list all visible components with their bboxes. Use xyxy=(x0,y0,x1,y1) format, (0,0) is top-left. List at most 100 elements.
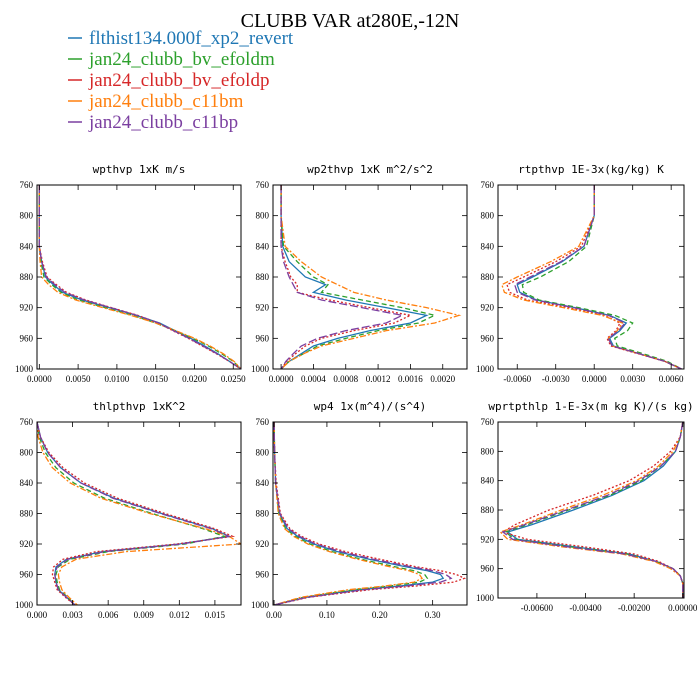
chart-panel: wp2thvp 1xK m^2/s^2 760 800 840 880 920 960 100… xyxy=(251,163,468,384)
y-tick-label: 840 xyxy=(256,478,270,488)
y-tick-label: 880 xyxy=(256,509,270,519)
legend-entry: jan24_clubb_bv_efoldm xyxy=(88,49,275,70)
series-line xyxy=(503,422,684,598)
x-tick-label: -0.0030 xyxy=(542,374,570,384)
y-tick-label: 840 xyxy=(20,241,34,251)
y-tick-label: 800 xyxy=(481,446,495,456)
x-tick-label: 0.0050 xyxy=(66,374,91,384)
panel-title: thlpthvp 1xK^2 xyxy=(93,400,186,413)
y-tick-label: 920 xyxy=(256,303,270,313)
y-tick-label: 920 xyxy=(481,534,495,544)
y-tick-label: 840 xyxy=(256,241,270,251)
y-tick-label: 960 xyxy=(256,570,270,580)
y-tick-label: 1000 xyxy=(15,600,34,610)
series-line xyxy=(38,185,241,369)
series-line xyxy=(273,422,445,605)
x-tick-label: 0.0008 xyxy=(333,374,358,384)
x-tick-label: 0.00 xyxy=(266,610,282,620)
x-tick-label: 0.0200 xyxy=(182,374,207,384)
series-line xyxy=(273,422,467,605)
x-tick-label: 0.009 xyxy=(134,610,155,620)
y-tick-label: 880 xyxy=(20,509,34,519)
y-tick-label: 760 xyxy=(20,417,34,427)
x-tick-label: 0.0020 xyxy=(430,374,455,384)
y-tick-label: 800 xyxy=(20,448,34,458)
y-tick-label: 800 xyxy=(481,211,495,221)
y-tick-label: 920 xyxy=(256,539,270,549)
y-tick-label: 920 xyxy=(481,303,495,313)
y-tick-label: 1000 xyxy=(476,364,495,374)
series-line xyxy=(37,422,232,605)
x-tick-label: 0.0000 xyxy=(582,374,607,384)
y-tick-label: 1000 xyxy=(251,364,270,374)
series-group xyxy=(273,422,467,605)
y-tick-label: 800 xyxy=(256,448,270,458)
y-tick-label: 880 xyxy=(20,272,34,282)
panel-title: wp4 1x(m^4)/(s^4) xyxy=(314,400,427,413)
legend-entry: jan24_clubb_c11bm xyxy=(88,91,244,112)
series-line xyxy=(280,185,429,369)
y-tick-label: 960 xyxy=(481,333,495,343)
y-tick-label: 1000 xyxy=(15,364,34,374)
chart-panel: wpthvp 1xK m/s76080084088092096010000.00… xyxy=(15,163,246,384)
y-tick-label: 880 xyxy=(481,505,495,515)
legend: flthist134.000f_xp2_revertjan24_clubb_bv… xyxy=(68,28,294,133)
x-tick-label: 0.10 xyxy=(319,610,335,620)
panel-title: wpthvp 1xK m/s xyxy=(93,163,186,176)
x-tick-label: 0.00000 xyxy=(668,603,698,613)
y-tick-label: 960 xyxy=(20,570,34,580)
x-tick-label: 0.015 xyxy=(205,610,226,620)
series-group xyxy=(37,422,241,605)
panel-title: wprtpthlp 1-E-3x(m kg K)/(s kg) xyxy=(488,400,693,413)
x-tick-label: 0.003 xyxy=(62,610,83,620)
x-tick-label: 0.000 xyxy=(27,610,48,620)
x-tick-label: 0.0150 xyxy=(143,374,168,384)
series-group xyxy=(499,422,684,598)
y-tick-label: 760 xyxy=(481,417,495,427)
x-tick-label: 0.0000 xyxy=(27,374,52,384)
x-tick-label: 0.0060 xyxy=(659,374,684,384)
y-tick-label: 920 xyxy=(20,303,34,313)
y-tick-label: 960 xyxy=(256,333,270,343)
series-line xyxy=(280,185,462,369)
y-tick-label: 840 xyxy=(481,241,495,251)
x-tick-label: -0.0060 xyxy=(503,374,531,384)
y-tick-label: 760 xyxy=(256,180,270,190)
series-line xyxy=(513,185,682,369)
y-tick-label: 880 xyxy=(481,272,495,282)
chart-panel: rtpthvp 1E-3x(kg/kg) K 760 800 840 880 920 960… xyxy=(476,163,685,384)
y-tick-label: 1000 xyxy=(251,600,270,610)
series-group xyxy=(501,185,682,369)
x-tick-label: 0.30 xyxy=(425,610,441,620)
x-tick-label: -0.00600 xyxy=(521,603,554,613)
figure-title: CLUBB VAR at280E,-12N xyxy=(241,10,460,32)
series-group xyxy=(38,185,241,369)
x-tick-label: 0.0000 xyxy=(269,374,294,384)
y-tick-label: 880 xyxy=(256,272,270,282)
panel-title: rtpthvp 1E-3x(kg/kg) K xyxy=(518,163,664,176)
y-tick-label: 960 xyxy=(20,333,34,343)
x-tick-label: 0.012 xyxy=(169,610,189,620)
chart-panel: wp4 1x(m^4)/(s^4)76080084088092096010000… xyxy=(251,400,468,620)
legend-entry: jan24_clubb_c11bp xyxy=(88,112,238,133)
x-tick-label: 0.0012 xyxy=(366,374,391,384)
x-tick-label: 0.20 xyxy=(372,610,388,620)
series-line xyxy=(38,185,241,369)
series-line xyxy=(501,422,684,598)
chart-panel: thlpthvp 1xK^276080084088092096010000.00… xyxy=(15,400,242,620)
x-tick-label: 0.0030 xyxy=(620,374,645,384)
y-tick-label: 760 xyxy=(481,180,495,190)
series-line xyxy=(273,422,429,605)
series-line xyxy=(273,422,424,605)
y-tick-label: 920 xyxy=(20,539,34,549)
series-line xyxy=(521,185,682,369)
x-tick-label: 0.0250 xyxy=(221,374,246,384)
panels: wpthvp 1xK m/s76080084088092096010000.00… xyxy=(15,163,698,620)
x-tick-label: -0.00400 xyxy=(569,603,602,613)
y-tick-label: 760 xyxy=(20,180,34,190)
x-tick-label: 0.0004 xyxy=(301,374,326,384)
series-group xyxy=(280,185,462,369)
series-line xyxy=(280,185,413,369)
series-line xyxy=(280,185,437,369)
